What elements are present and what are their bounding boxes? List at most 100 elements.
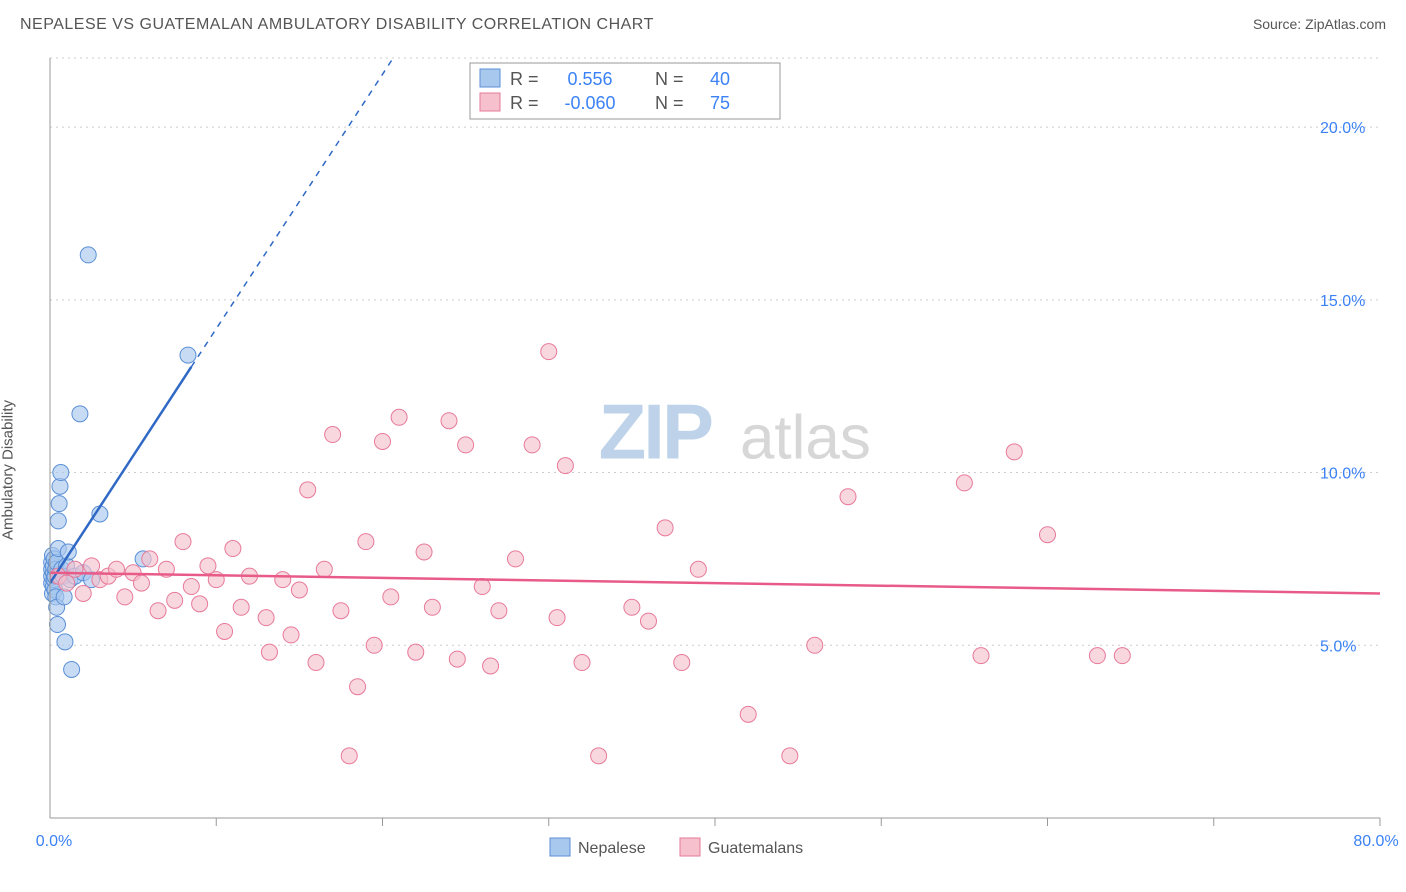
data-point bbox=[325, 427, 341, 443]
source-line: Source: ZipAtlas.com bbox=[1253, 16, 1386, 32]
stats-swatch bbox=[480, 69, 500, 87]
data-point bbox=[956, 475, 972, 491]
data-point bbox=[291, 582, 307, 598]
data-point bbox=[53, 465, 69, 481]
stats-r-label: R = bbox=[510, 93, 539, 113]
data-point bbox=[674, 655, 690, 671]
data-point bbox=[133, 575, 149, 591]
data-point bbox=[424, 599, 440, 615]
data-point bbox=[641, 613, 657, 629]
data-point bbox=[383, 589, 399, 605]
data-point bbox=[483, 658, 499, 674]
data-point bbox=[75, 585, 91, 601]
legend-label: Guatemalans bbox=[708, 840, 803, 857]
data-point bbox=[449, 651, 465, 667]
data-point bbox=[508, 551, 524, 567]
legend-label: Nepalese bbox=[578, 840, 646, 857]
stats-n-label: N = bbox=[655, 93, 684, 113]
data-point bbox=[840, 489, 856, 505]
data-point bbox=[358, 534, 374, 550]
data-point bbox=[64, 661, 80, 677]
trend-line bbox=[50, 367, 191, 583]
x-tick-label: 0.0% bbox=[36, 833, 72, 850]
legend-swatch bbox=[550, 838, 570, 856]
y-tick-label: 20.0% bbox=[1320, 120, 1365, 137]
data-point bbox=[117, 589, 133, 605]
data-point bbox=[541, 344, 557, 360]
stats-swatch bbox=[480, 93, 500, 111]
data-point bbox=[275, 572, 291, 588]
chart-title: NEPALESE VS GUATEMALAN AMBULATORY DISABI… bbox=[20, 16, 654, 34]
y-axis-label: Ambulatory Disability bbox=[0, 400, 17, 540]
data-point bbox=[416, 544, 432, 560]
x-tick-label: 80.0% bbox=[1353, 833, 1398, 850]
data-point bbox=[192, 596, 208, 612]
data-point bbox=[574, 655, 590, 671]
data-point bbox=[200, 558, 216, 574]
watermark-zip: ZIP bbox=[599, 388, 712, 476]
data-point bbox=[807, 637, 823, 653]
data-point bbox=[1089, 648, 1105, 664]
data-point bbox=[782, 748, 798, 764]
data-point bbox=[408, 644, 424, 660]
source-link[interactable]: ZipAtlas.com bbox=[1305, 16, 1386, 32]
data-point bbox=[49, 617, 65, 633]
data-point bbox=[474, 579, 490, 595]
data-point bbox=[261, 644, 277, 660]
data-point bbox=[300, 482, 316, 498]
stats-n-label: N = bbox=[655, 69, 684, 89]
stats-r-value: -0.060 bbox=[564, 93, 615, 113]
stats-n-value: 75 bbox=[710, 93, 730, 113]
data-point bbox=[1040, 527, 1056, 543]
data-point bbox=[591, 748, 607, 764]
data-point bbox=[84, 558, 100, 574]
data-point bbox=[690, 561, 706, 577]
trend-line-dashed bbox=[191, 58, 393, 367]
data-point bbox=[57, 634, 73, 650]
data-point bbox=[80, 247, 96, 263]
data-point bbox=[51, 496, 67, 512]
stats-n-value: 40 bbox=[710, 69, 730, 89]
data-point bbox=[225, 541, 241, 557]
data-point bbox=[391, 409, 407, 425]
stats-r-label: R = bbox=[510, 69, 539, 89]
data-point bbox=[657, 520, 673, 536]
data-point bbox=[740, 706, 756, 722]
data-point bbox=[375, 433, 391, 449]
data-point bbox=[167, 592, 183, 608]
data-point bbox=[524, 437, 540, 453]
data-point bbox=[56, 589, 72, 605]
data-point bbox=[458, 437, 474, 453]
data-point bbox=[333, 603, 349, 619]
data-point bbox=[50, 513, 66, 529]
data-point bbox=[973, 648, 989, 664]
data-point bbox=[350, 679, 366, 695]
data-point bbox=[308, 655, 324, 671]
data-point bbox=[624, 599, 640, 615]
y-tick-label: 15.0% bbox=[1320, 293, 1365, 310]
data-point bbox=[1114, 648, 1130, 664]
data-point bbox=[150, 603, 166, 619]
data-point bbox=[72, 406, 88, 422]
data-point bbox=[180, 347, 196, 363]
data-point bbox=[67, 561, 83, 577]
data-point bbox=[491, 603, 507, 619]
watermark-atlas: atlas bbox=[740, 404, 871, 473]
stats-r-value: 0.556 bbox=[567, 69, 612, 89]
y-tick-label: 10.0% bbox=[1320, 466, 1365, 483]
data-point bbox=[441, 413, 457, 429]
data-point bbox=[283, 627, 299, 643]
source-label: Source: bbox=[1253, 16, 1305, 32]
data-point bbox=[549, 610, 565, 626]
data-point bbox=[341, 748, 357, 764]
legend-swatch bbox=[680, 838, 700, 856]
data-point bbox=[217, 623, 233, 639]
data-point bbox=[142, 551, 158, 567]
data-point bbox=[233, 599, 249, 615]
data-point bbox=[183, 579, 199, 595]
data-point bbox=[316, 561, 332, 577]
data-point bbox=[258, 610, 274, 626]
data-point bbox=[175, 534, 191, 550]
data-point bbox=[366, 637, 382, 653]
scatter-chart: ZIPatlas5.0%10.0%15.0%20.0%0.0%80.0%R =0… bbox=[0, 48, 1406, 892]
